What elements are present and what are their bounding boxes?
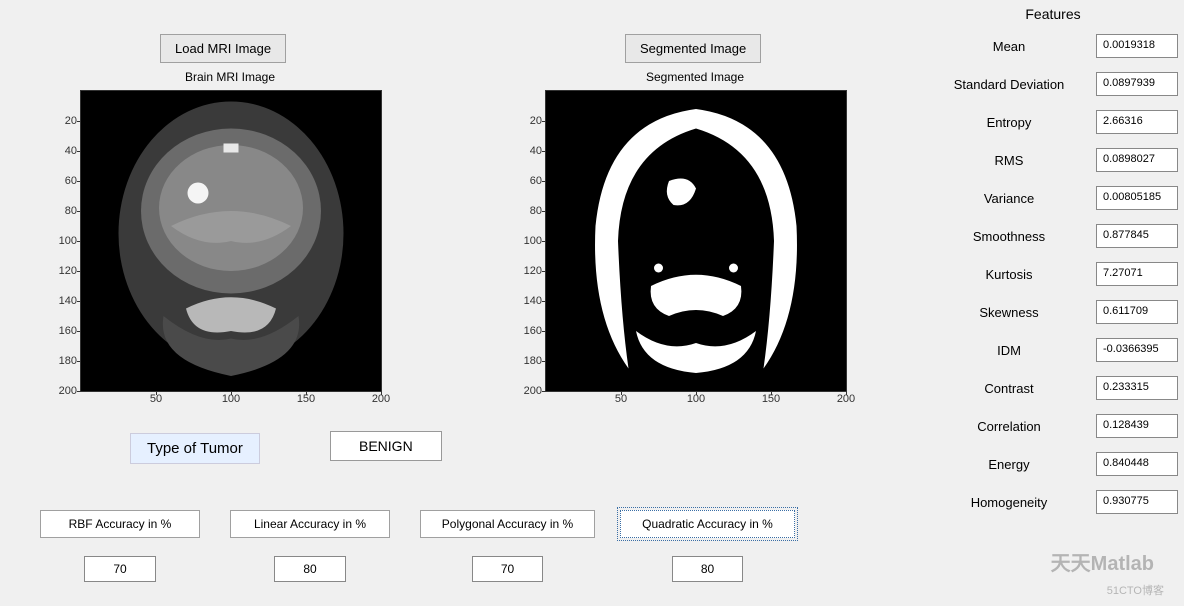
feature-value: 0.611709	[1096, 300, 1178, 324]
y-tick: 200	[47, 385, 81, 397]
feature-row: Homogeneity0.930775	[928, 490, 1178, 514]
polygonal-accuracy-panel: Polygonal Accuracy in % 70	[420, 510, 595, 582]
feature-row: IDM-0.0366395	[928, 338, 1178, 362]
feature-value: 2.66316	[1096, 110, 1178, 134]
feature-label: Smoothness	[928, 229, 1096, 244]
feature-label: Standard Deviation	[928, 77, 1096, 92]
feature-row: RMS0.0898027	[928, 148, 1178, 172]
feature-value: 0.233315	[1096, 376, 1178, 400]
feature-label: Kurtosis	[928, 267, 1096, 282]
features-title: Features	[928, 6, 1178, 22]
y-tick: 180	[512, 355, 546, 367]
feature-row: Mean0.0019318	[928, 34, 1178, 58]
quadratic-accuracy-value: 80	[672, 556, 743, 582]
brain-mri-axes: 2040608010012014016018020050100150200	[80, 90, 382, 392]
feature-row: Correlation0.128439	[928, 414, 1178, 438]
tumor-type-label: Type of Tumor	[130, 433, 260, 464]
linear-accuracy-label: Linear Accuracy in %	[230, 510, 390, 538]
feature-row: Smoothness0.877845	[928, 224, 1178, 248]
tumor-type-value: BENIGN	[330, 431, 442, 461]
load-mri-button[interactable]: Load MRI Image	[160, 34, 286, 63]
feature-label: Entropy	[928, 115, 1096, 130]
feature-value: 0.840448	[1096, 452, 1178, 476]
y-tick: 20	[47, 115, 81, 127]
feature-value: 0.0898027	[1096, 148, 1178, 172]
feature-value: 7.27071	[1096, 262, 1178, 286]
feature-label: Variance	[928, 191, 1096, 206]
brain-plot-title: Brain MRI Image	[80, 70, 380, 84]
feature-value: 0.128439	[1096, 414, 1178, 438]
feature-label: RMS	[928, 153, 1096, 168]
feature-value: 0.0019318	[1096, 34, 1178, 58]
rbf-accuracy-value: 70	[84, 556, 155, 582]
feature-row: Entropy2.66316	[928, 110, 1178, 134]
feature-label: Contrast	[928, 381, 1096, 396]
feature-value: 0.00805185	[1096, 186, 1178, 210]
feature-label: Energy	[928, 457, 1096, 472]
y-tick: 40	[47, 145, 81, 157]
y-tick: 100	[512, 235, 546, 247]
segmented-plot-title: Segmented Image	[545, 70, 845, 84]
y-tick: 20	[512, 115, 546, 127]
linear-accuracy-panel: Linear Accuracy in % 80	[230, 510, 390, 582]
y-tick: 100	[47, 235, 81, 247]
quadratic-accuracy-panel: Quadratic Accuracy in % 80	[620, 510, 795, 582]
y-tick: 140	[512, 295, 546, 307]
y-tick: 80	[512, 205, 546, 217]
rbf-accuracy-panel: RBF Accuracy in % 70	[40, 510, 200, 582]
feature-row: Energy0.840448	[928, 452, 1178, 476]
y-tick: 120	[512, 265, 546, 277]
y-tick: 40	[512, 145, 546, 157]
segmented-image	[546, 91, 846, 391]
linear-accuracy-value: 80	[274, 556, 345, 582]
feature-row: Standard Deviation0.0897939	[928, 72, 1178, 96]
features-panel: Features Mean0.0019318 Standard Deviation…	[928, 6, 1178, 528]
feature-row: Kurtosis7.27071	[928, 262, 1178, 286]
feature-row: Contrast0.233315	[928, 376, 1178, 400]
y-tick: 80	[47, 205, 81, 217]
feature-row: Skewness0.611709	[928, 300, 1178, 324]
y-tick: 120	[47, 265, 81, 277]
polygonal-accuracy-label: Polygonal Accuracy in %	[420, 510, 595, 538]
y-tick: 200	[512, 385, 546, 397]
y-tick: 180	[47, 355, 81, 367]
feature-value: 0.0897939	[1096, 72, 1178, 96]
feature-label: IDM	[928, 343, 1096, 358]
feature-value: -0.0366395	[1096, 338, 1178, 362]
y-tick: 160	[512, 325, 546, 337]
feature-label: Mean	[928, 39, 1096, 54]
watermark-main: 天天Matlab	[1051, 547, 1154, 576]
segmented-image-button[interactable]: Segmented Image	[625, 34, 761, 63]
segmented-axes: 2040608010012014016018020050100150200	[545, 90, 847, 392]
feature-label: Correlation	[928, 419, 1096, 434]
brain-mri-image	[81, 91, 381, 391]
feature-value: 0.930775	[1096, 490, 1178, 514]
rbf-accuracy-label: RBF Accuracy in %	[40, 510, 200, 538]
y-tick: 60	[47, 175, 81, 187]
feature-row: Variance0.00805185	[928, 186, 1178, 210]
y-tick: 140	[47, 295, 81, 307]
y-tick: 160	[47, 325, 81, 337]
feature-value: 0.877845	[1096, 224, 1178, 248]
quadratic-accuracy-label[interactable]: Quadratic Accuracy in %	[620, 510, 795, 538]
feature-label: Homogeneity	[928, 495, 1096, 510]
y-tick: 60	[512, 175, 546, 187]
polygonal-accuracy-value: 70	[472, 556, 543, 582]
watermark-sub: 51CTO博客	[1107, 582, 1164, 598]
feature-label: Skewness	[928, 305, 1096, 320]
